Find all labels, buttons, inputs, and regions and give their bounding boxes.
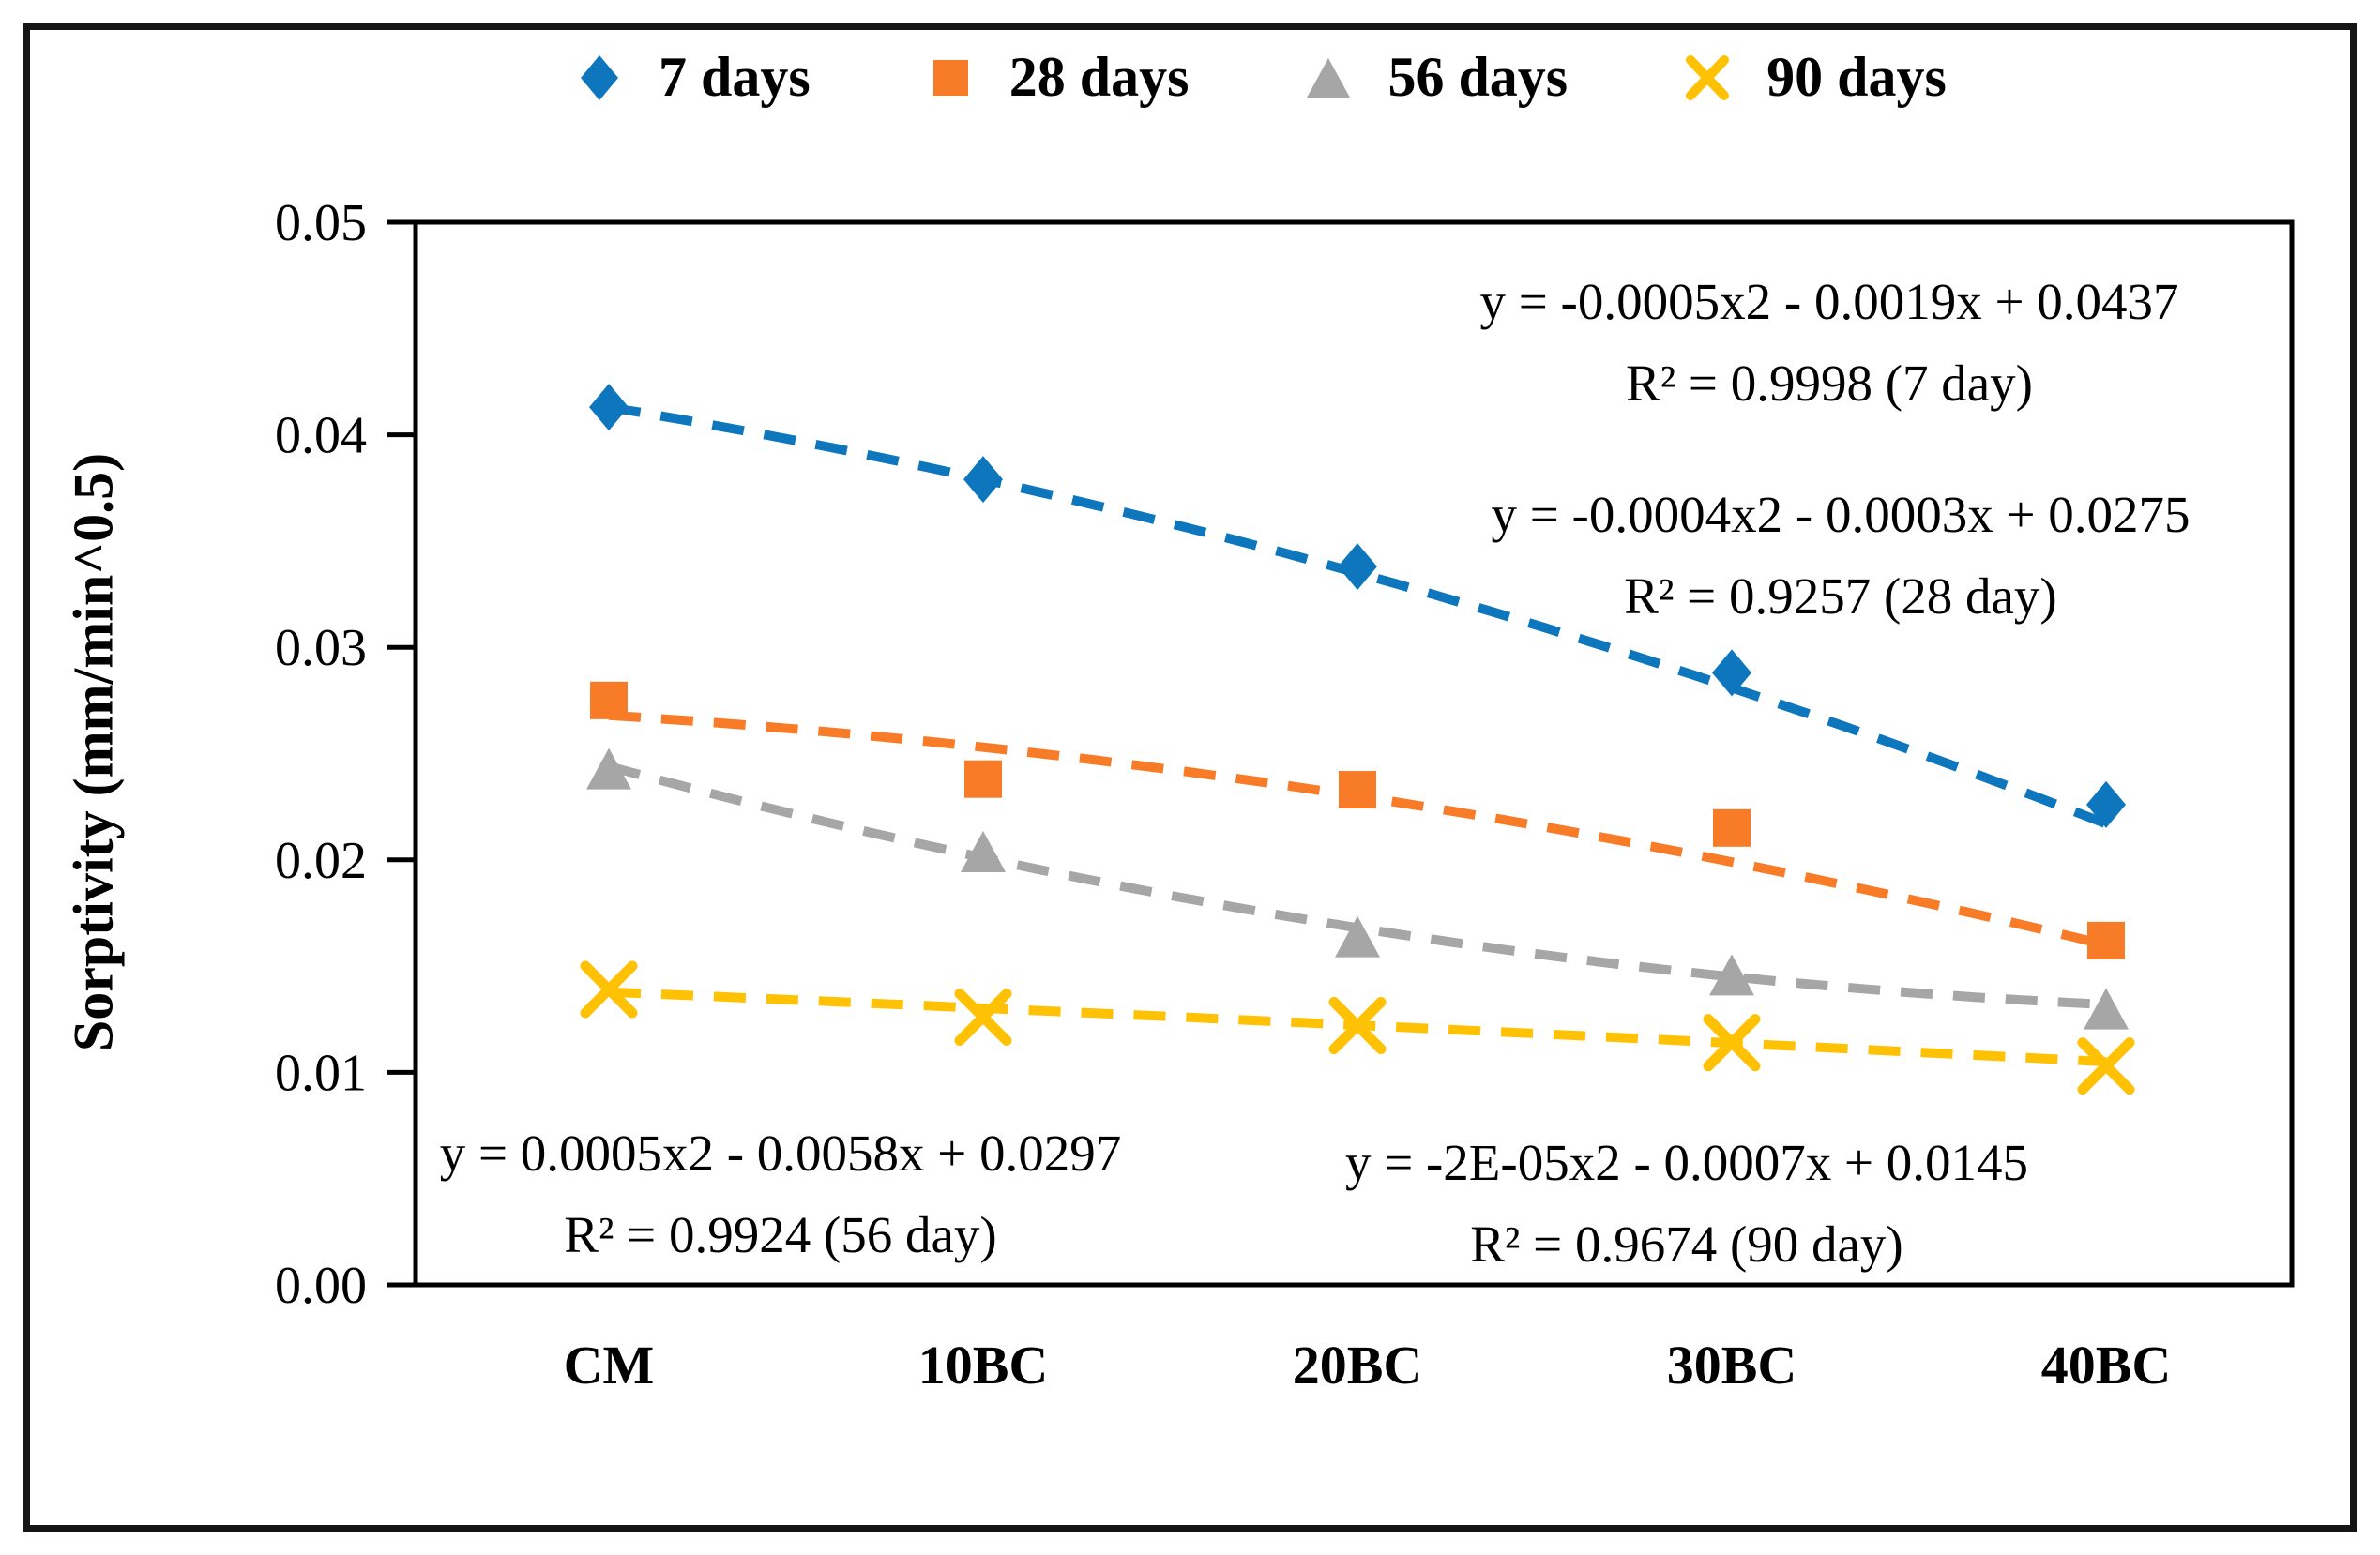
equation-line: y = 0.0005x2 - 0.0058x + 0.0297 [439,1125,1122,1182]
svg-text:30BC: 30BC [1667,1335,1797,1396]
equation-r2: R² = 0.9257 (28 day) [1624,567,2057,625]
legend-item-90-days: 90 days [1682,45,1947,110]
legend-label: 28 days [1008,46,1190,108]
equation-r2: R² = 0.9924 (56 day) [564,1206,997,1263]
svg-text:0.03: 0.03 [275,619,367,677]
legend: 7 days 28 days 56 days 90 days [574,45,1947,110]
svg-text:0.02: 0.02 [275,832,367,890]
diamond-marker-icon [581,54,618,100]
svg-text:0.04: 0.04 [275,407,367,465]
triangle-marker-icon [1307,57,1351,98]
legend-label: 7 days [659,46,811,108]
x-marker-icon [1686,54,1730,100]
equation-28day: y = -0.0004x2 - 0.0003x + 0.0275 R² = 0.… [1492,474,2191,637]
svg-text:20BC: 20BC [1293,1335,1423,1396]
svg-text:10BC: 10BC [918,1335,1049,1396]
equation-line: y = -0.0005x2 - 0.0019x + 0.0437 [1479,273,2179,330]
legend-item-7-days: 7 days [574,45,811,110]
square-marker-icon [932,59,968,96]
svg-text:0.05: 0.05 [275,194,367,252]
svg-text:0.01: 0.01 [275,1044,367,1102]
legend-item-56-days: 56 days [1303,45,1568,110]
legend-item-28-days: 28 days [925,45,1190,110]
equation-line: y = -0.0004x2 - 0.0003x + 0.0275 [1491,486,2191,543]
equation-r2: R² = 0.9998 (7 day) [1626,355,2033,412]
legend-label: 56 days [1387,46,1569,108]
equation-7day: y = -0.0005x2 - 0.0019x + 0.0437 R² = 0.… [1480,261,2179,424]
svg-text:CM: CM [564,1335,655,1396]
equation-r2: R² = 0.9674 (90 day) [1470,1215,1903,1273]
equation-line: y = -2E-05x2 - 0.0007x + 0.0145 [1344,1134,2029,1191]
svg-text:0.00: 0.00 [275,1257,367,1315]
svg-text:40BC: 40BC [2041,1335,2172,1396]
legend-label: 90 days [1766,46,1947,108]
equation-90day: y = -2E-05x2 - 0.0007x + 0.0145 R² = 0.9… [1345,1122,2028,1285]
equation-56day: y = 0.0005x2 - 0.0058x + 0.0297 R² = 0.9… [440,1112,1122,1276]
